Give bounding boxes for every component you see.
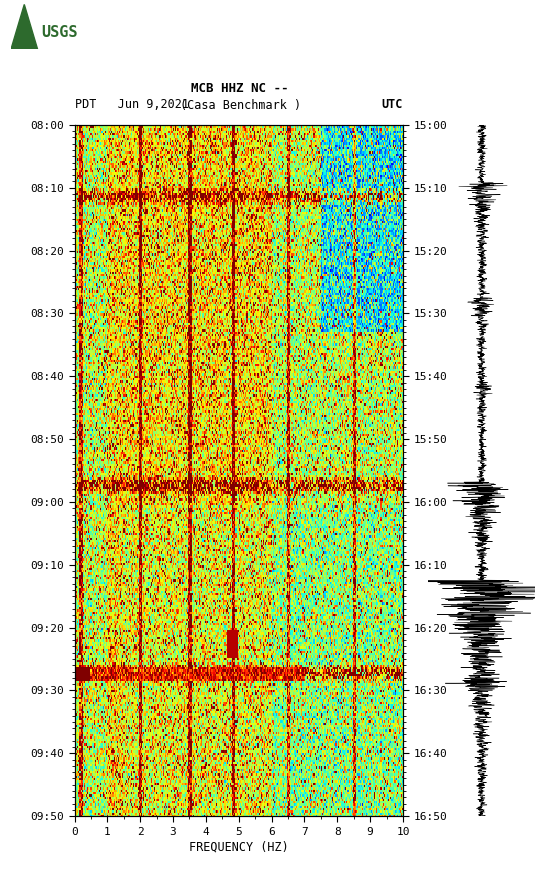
Text: USGS: USGS — [41, 25, 77, 40]
Text: (Casa Benchmark ): (Casa Benchmark ) — [179, 98, 301, 112]
Text: UTC: UTC — [381, 98, 403, 112]
Polygon shape — [11, 4, 38, 49]
X-axis label: FREQUENCY (HZ): FREQUENCY (HZ) — [189, 841, 289, 854]
Text: MCB HHZ NC --: MCB HHZ NC -- — [192, 82, 289, 95]
Text: PDT   Jun 9,2021: PDT Jun 9,2021 — [75, 98, 189, 112]
